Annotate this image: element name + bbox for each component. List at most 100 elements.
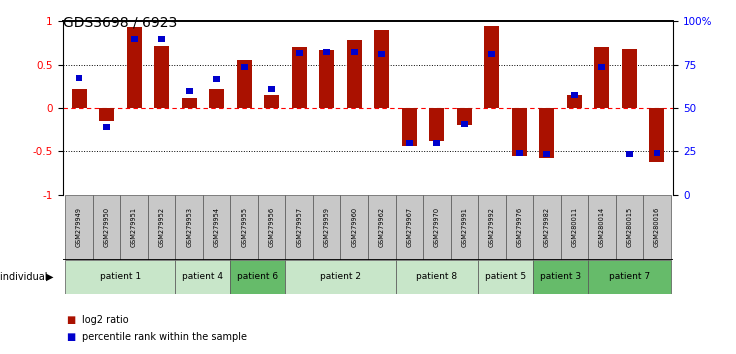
Bar (588, 260, 670, 294)
Bar (71, 89, 87, 108)
Bar (649, 108, 665, 162)
Bar (512, 108, 527, 156)
Text: GSM279950: GSM279950 (104, 207, 110, 247)
Text: patient 7: patient 7 (609, 272, 650, 281)
Text: patient 4: patient 4 (183, 272, 224, 281)
Text: GSM279976: GSM279976 (517, 207, 523, 247)
Bar (264, 95, 279, 108)
Text: GSM279952: GSM279952 (159, 207, 165, 247)
Bar (66, 260, 175, 294)
Bar (286, 260, 395, 294)
Bar (457, 108, 472, 125)
Bar (286, 195, 313, 260)
Bar (374, 30, 389, 108)
Bar (269, 86, 275, 92)
Bar (230, 195, 258, 260)
Bar (571, 92, 578, 98)
Bar (626, 151, 633, 157)
Bar (323, 48, 330, 55)
Text: GSM279949: GSM279949 (76, 207, 82, 247)
Bar (533, 260, 588, 294)
Bar (643, 195, 670, 260)
Text: individual: individual (0, 272, 51, 282)
Bar (319, 50, 334, 108)
Text: ■: ■ (66, 315, 76, 325)
Text: GSM279951: GSM279951 (131, 207, 137, 247)
Bar (175, 195, 203, 260)
Bar (158, 35, 165, 42)
Bar (127, 27, 141, 108)
Text: patient 3: patient 3 (540, 272, 581, 281)
Bar (423, 195, 450, 260)
Bar (368, 195, 395, 260)
Bar (93, 195, 121, 260)
Bar (406, 139, 413, 146)
Bar (598, 64, 605, 70)
Bar (506, 195, 533, 260)
Text: GSM279992: GSM279992 (489, 207, 495, 247)
Text: GSM279953: GSM279953 (186, 207, 192, 247)
Bar (615, 195, 643, 260)
Bar (478, 260, 533, 294)
Bar (395, 195, 423, 260)
Bar (241, 64, 247, 70)
Bar (209, 89, 224, 108)
Bar (351, 48, 358, 55)
Text: GSM279954: GSM279954 (213, 207, 219, 247)
Bar (258, 195, 286, 260)
Bar (461, 121, 467, 127)
Text: percentile rank within the sample: percentile rank within the sample (82, 332, 247, 342)
Bar (76, 75, 82, 81)
Bar (131, 35, 138, 42)
Bar (230, 260, 286, 294)
Text: GSM279967: GSM279967 (406, 207, 412, 247)
Bar (121, 195, 148, 260)
Bar (182, 98, 197, 108)
Text: patient 6: patient 6 (238, 272, 278, 281)
Bar (429, 108, 445, 141)
Bar (402, 108, 417, 146)
Text: GSM279962: GSM279962 (379, 207, 385, 247)
Text: GSM280014: GSM280014 (599, 207, 605, 247)
Text: GSM279957: GSM279957 (296, 207, 302, 247)
Bar (66, 195, 93, 260)
Text: ■: ■ (66, 332, 76, 342)
Text: patient 1: patient 1 (100, 272, 141, 281)
Bar (595, 47, 609, 108)
Bar (347, 40, 362, 108)
Text: GSM279955: GSM279955 (241, 207, 247, 247)
Bar (434, 139, 440, 146)
Bar (203, 195, 230, 260)
Text: GSM279970: GSM279970 (434, 207, 440, 247)
Bar (341, 195, 368, 260)
Text: patient 2: patient 2 (320, 272, 361, 281)
Bar (236, 60, 252, 108)
Text: GSM280015: GSM280015 (626, 207, 632, 247)
Bar (561, 195, 588, 260)
Bar (395, 260, 478, 294)
Text: GSM279959: GSM279959 (324, 207, 330, 247)
Bar (296, 50, 302, 56)
Bar (185, 87, 193, 94)
Text: log2 ratio: log2 ratio (82, 315, 129, 325)
Text: GDS3698 / 6923: GDS3698 / 6923 (63, 16, 177, 30)
Bar (588, 195, 615, 260)
Bar (175, 260, 230, 294)
Bar (291, 47, 307, 108)
Bar (489, 51, 495, 57)
Text: GSM279991: GSM279991 (461, 207, 467, 247)
Bar (313, 195, 341, 260)
Bar (450, 195, 478, 260)
Bar (99, 108, 114, 121)
Bar (654, 150, 660, 156)
Bar (154, 46, 169, 108)
Text: GSM279982: GSM279982 (544, 207, 550, 247)
Bar (478, 195, 506, 260)
Bar (148, 195, 175, 260)
Text: GSM280016: GSM280016 (654, 207, 660, 247)
Text: GSM279960: GSM279960 (351, 207, 357, 247)
Bar (378, 51, 385, 57)
Bar (543, 151, 551, 157)
Bar (533, 195, 561, 260)
Bar (516, 150, 523, 156)
